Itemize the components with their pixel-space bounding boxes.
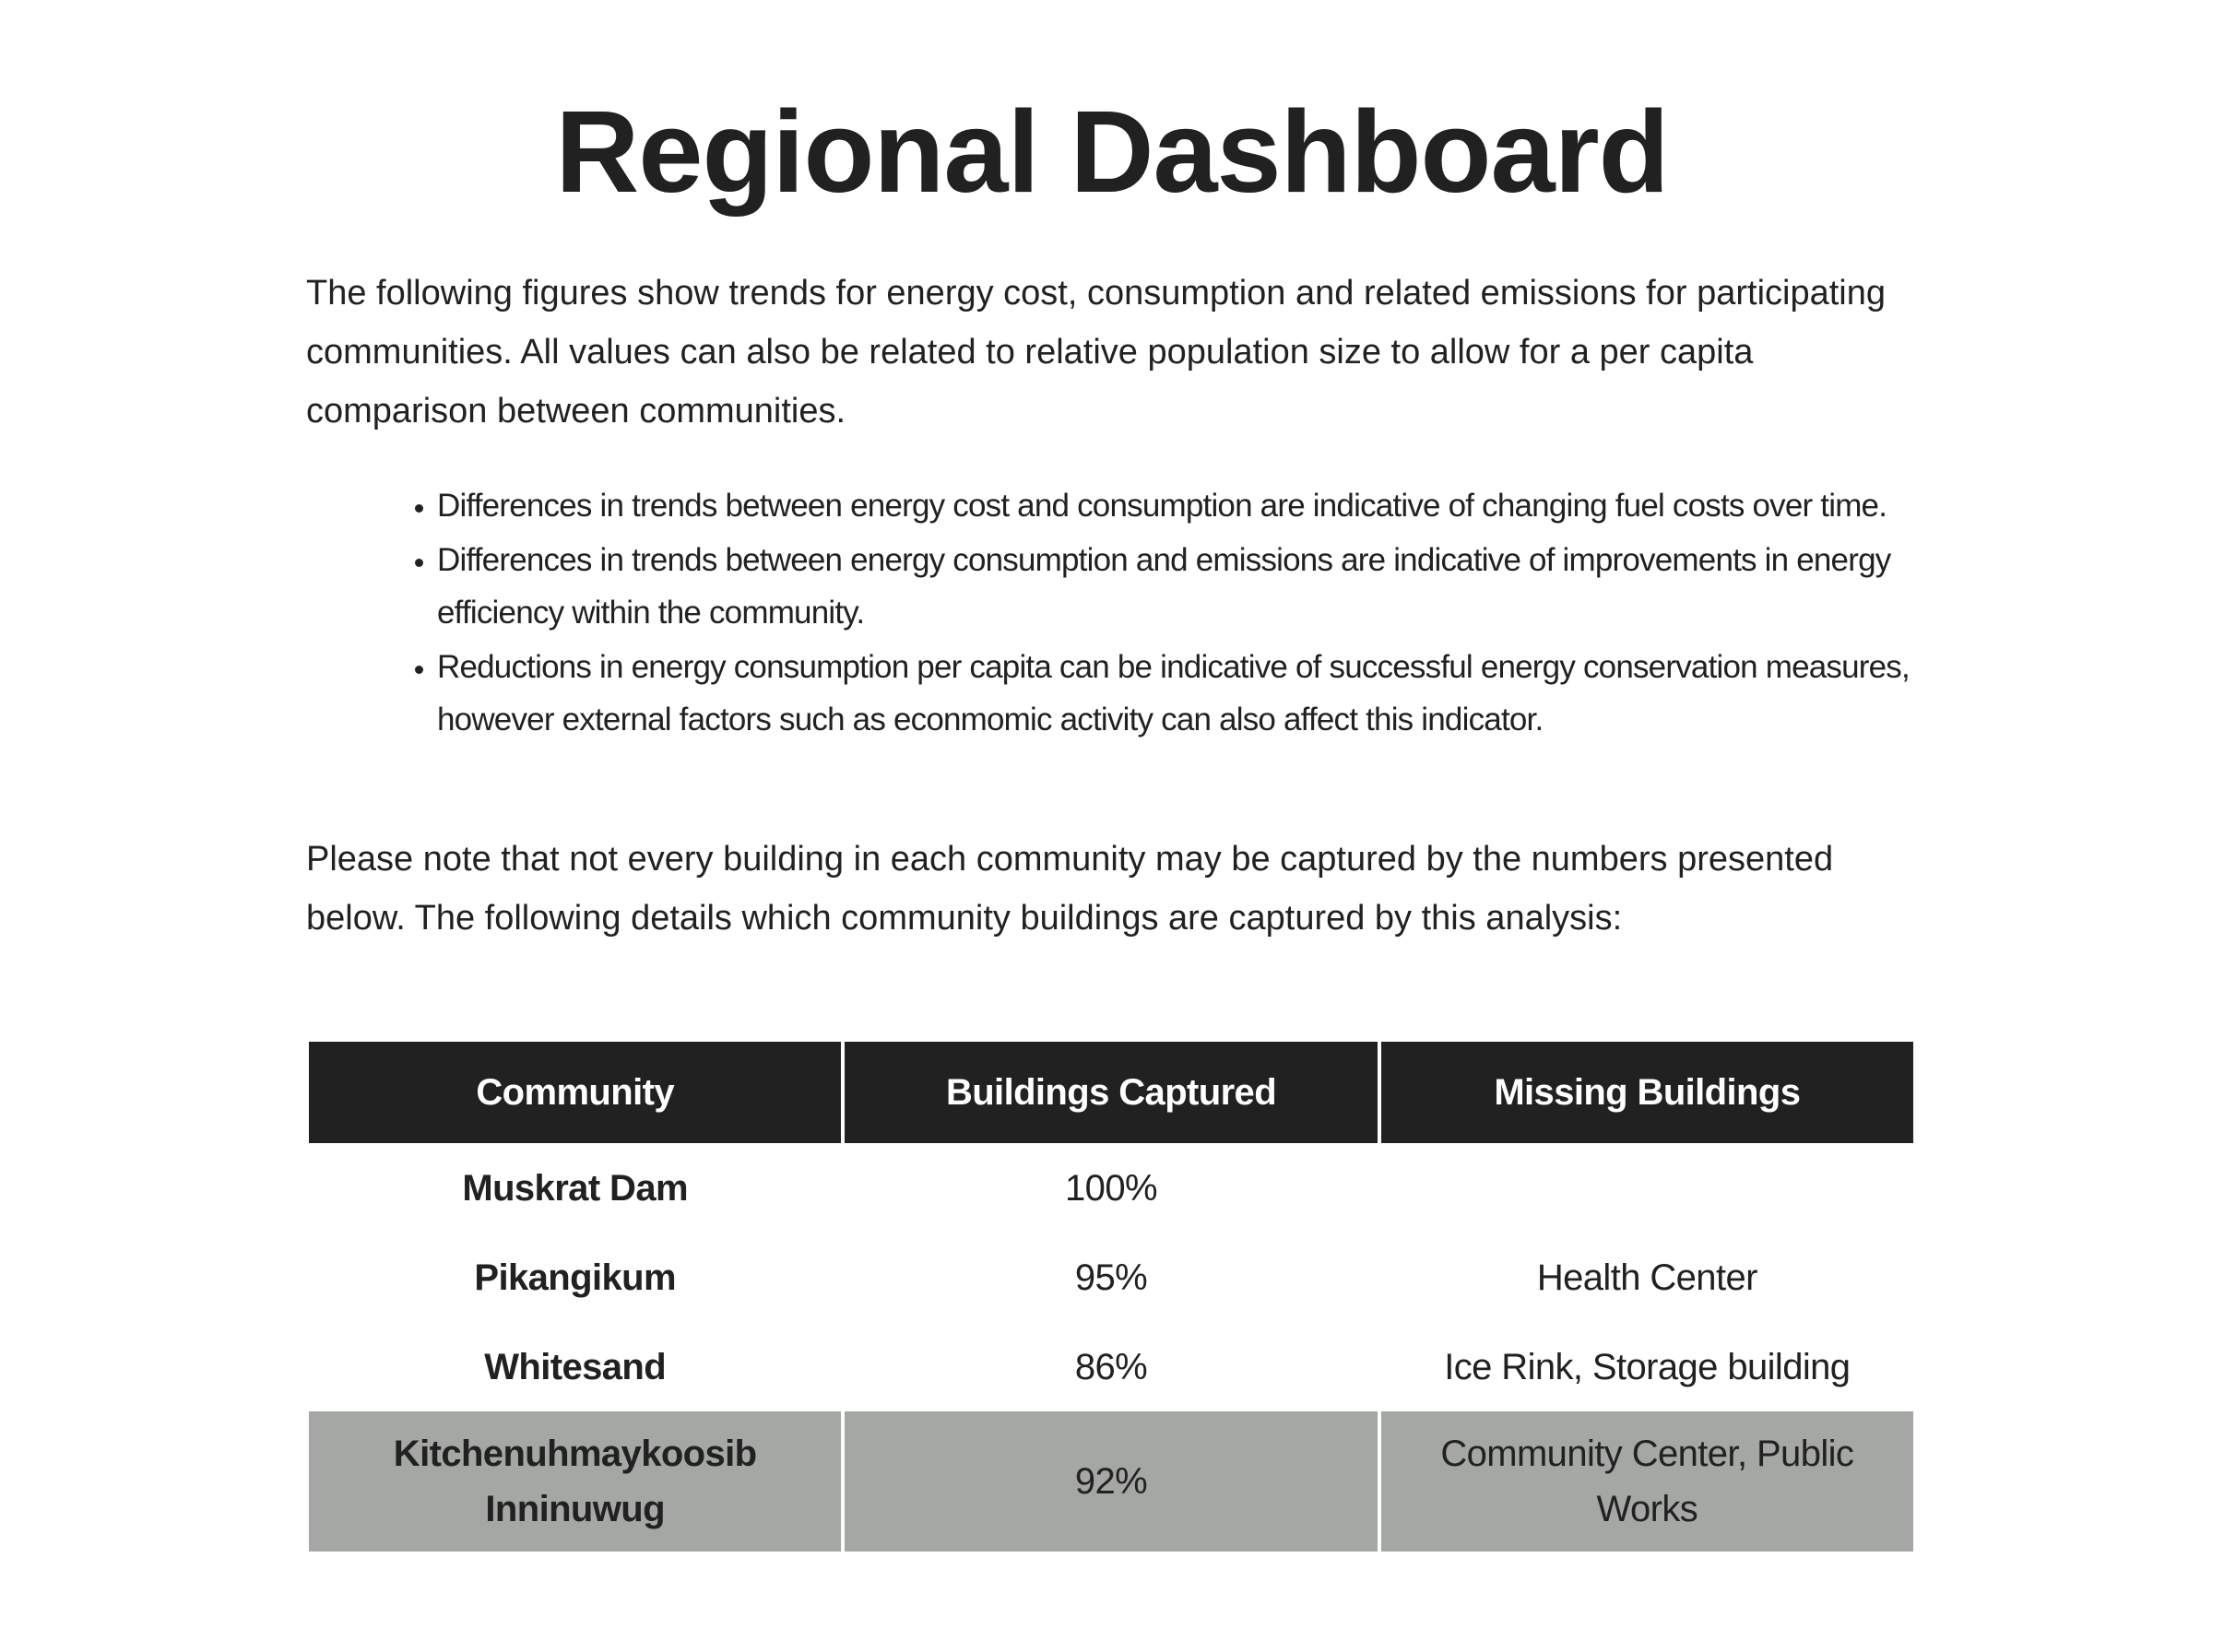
header-community: Community: [309, 1042, 842, 1143]
intro-paragraph: The following figures show trends for en…: [306, 274, 1886, 431]
community-cell: Whitesand: [484, 1346, 667, 1387]
captured-cell: 95%: [1074, 1257, 1148, 1298]
table-header-row: Community Buildings Captured Missing Bui…: [309, 1042, 1913, 1143]
community-cell: Kitchenuhmaykoosib Inninuwug: [309, 1411, 842, 1552]
community-cell: Muskrat Dam: [462, 1167, 688, 1209]
buildings-table: Community Buildings Captured Missing Bui…: [305, 1042, 1917, 1552]
table-row: Whitesand 86% Ice Rink, Storage building: [309, 1322, 1913, 1411]
page-title: Regional Dashboard: [555, 87, 1669, 217]
captured-cell: 100%: [1065, 1167, 1158, 1209]
table-row: Pikangikum 95% Health Center: [309, 1233, 1913, 1322]
buildings-table-container: Community Buildings Captured Missing Bui…: [309, 1042, 1921, 1552]
list-item: Differences in trends between energy cos…: [437, 479, 1929, 532]
table-row-highlighted: Kitchenuhmaykoosib Inninuwug 92% Communi…: [309, 1411, 1913, 1552]
table-row: Muskrat Dam 100%: [309, 1143, 1913, 1233]
header-buildings-captured: Buildings Captured: [845, 1042, 1378, 1143]
missing-cell: Community Center, Public Works: [1380, 1411, 1913, 1552]
missing-cell: Health Center: [1536, 1257, 1758, 1298]
list-item: Differences in trends between energy con…: [437, 534, 1929, 639]
notes-list: Differences in trends between energy cos…: [306, 479, 1929, 748]
list-item: Reductions in energy consumption per cap…: [437, 641, 1929, 746]
captured-cell: 86%: [1074, 1346, 1148, 1387]
captured-cell: 92%: [845, 1411, 1378, 1552]
missing-cell: [1381, 1143, 1913, 1233]
community-cell: Pikangikum: [474, 1257, 676, 1298]
note-paragraph: Please note that not every building in e…: [306, 840, 1834, 938]
missing-cell: Ice Rink, Storage building: [1444, 1346, 1851, 1387]
header-missing-buildings: Missing Buildings: [1380, 1042, 1913, 1143]
